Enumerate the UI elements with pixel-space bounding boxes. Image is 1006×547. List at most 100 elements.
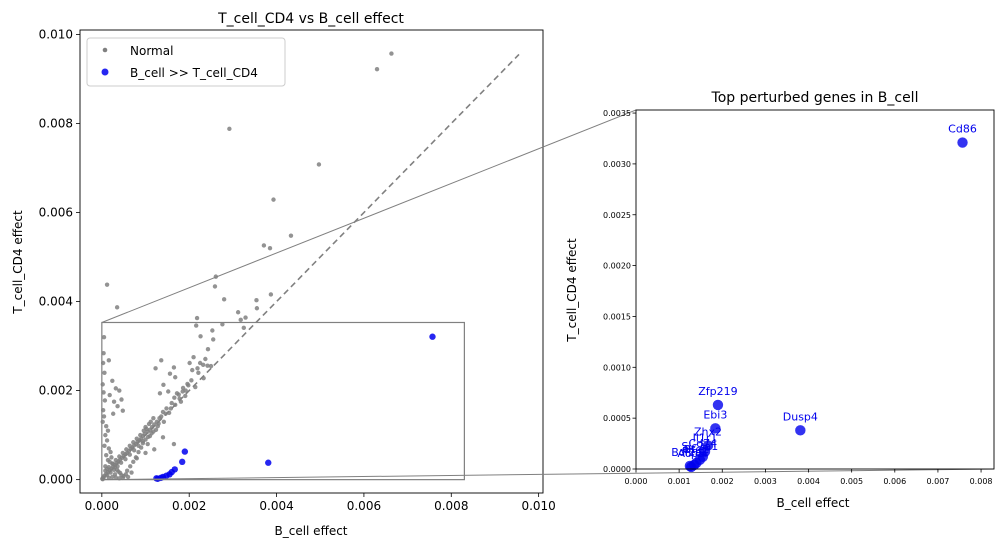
normal-point — [134, 436, 139, 441]
normal-point — [316, 162, 322, 167]
gene-point — [712, 399, 724, 411]
normal-point — [102, 398, 108, 403]
zoomed-y-tick-label: 0.0005 — [603, 414, 631, 423]
normal-point — [138, 445, 144, 450]
normal-point — [125, 474, 131, 480]
gene-label: Zfp219 — [698, 385, 737, 398]
main-y-tick-label: 0.006 — [39, 206, 73, 220]
normal-point — [104, 424, 109, 429]
normal-point — [117, 454, 122, 459]
normal-point — [212, 284, 218, 289]
normal-point — [208, 363, 214, 369]
normal-point — [145, 441, 150, 447]
zoomed-x-tick-label: 0.004 — [797, 477, 820, 486]
normal-point — [114, 305, 120, 310]
normal-point — [123, 456, 128, 462]
legend-box — [86, 37, 286, 87]
gene-label: Slc2a1 — [681, 440, 718, 453]
gene-point — [957, 137, 968, 148]
normal-point — [120, 408, 126, 413]
zoomed-y-axis-ticks: 0.0000 0.0005 0.0010 0.0015 0.0020 0.0025 0.00… — [603, 109, 636, 474]
normal-point — [111, 399, 117, 404]
normal-point — [105, 428, 111, 433]
zoomed-y-tick-label: 0.0000 — [603, 465, 631, 474]
gene-label: Il1r1 — [693, 432, 718, 445]
normal-point — [235, 310, 241, 315]
normal-point — [210, 328, 215, 333]
main-x-tick-label: 0.006 — [347, 499, 381, 513]
normal-point — [171, 441, 177, 447]
legend-label-normal: Normal — [130, 44, 173, 58]
normal-point — [101, 351, 106, 356]
normal-point — [167, 371, 173, 376]
zoomed-y-tick-label: 0.0015 — [603, 312, 631, 321]
normal-point — [127, 443, 132, 449]
zoomed-x-tick-label: 0.007 — [926, 477, 949, 486]
normal-point — [106, 475, 112, 481]
normal-point — [153, 366, 158, 371]
zoomed-scatter-chart: Cd86 Zfp219 Dusp4 Ebi3 Zhx2Il1r1Cd74Slc2a1Bt… — [565, 90, 995, 510]
normal-point — [131, 448, 137, 453]
main-y-tick-label: 0.002 — [39, 384, 73, 398]
zoomed-x-tick-label: 0.006 — [883, 477, 906, 486]
normal-point — [161, 382, 166, 388]
normal-point — [136, 449, 141, 455]
normal-point — [187, 360, 192, 366]
zoomed-x-tick-label: 0.008 — [970, 477, 993, 486]
normal-point — [140, 440, 146, 446]
normal-point — [129, 470, 134, 475]
gene-point — [710, 423, 721, 434]
normal-point — [198, 334, 203, 339]
normal-point — [156, 421, 161, 426]
normal-point — [108, 449, 113, 455]
normal-point — [104, 466, 110, 472]
zoomed-chart-title: Top perturbed genes in B_cell — [711, 90, 919, 106]
main-x-tick-label: 0.008 — [434, 499, 468, 513]
normal-point — [211, 337, 216, 342]
normal-point — [131, 440, 136, 445]
normal-point — [101, 334, 107, 340]
gene-label: Cd74 — [689, 437, 718, 450]
highlight-point — [179, 458, 186, 466]
normal-point — [143, 450, 148, 456]
main-x-axis-label: B_cell effect — [274, 524, 347, 538]
main-y-axis-ticks: 0.000 0.002 0.004 0.006 0.008 0.010 — [39, 27, 80, 487]
normal-point — [102, 370, 107, 375]
main-x-tick-label: 0.004 — [259, 499, 293, 513]
normal-point — [166, 389, 171, 394]
main-y-tick-label: 0.000 — [39, 473, 73, 487]
zoomed-x-tick-label: 0.003 — [754, 477, 777, 486]
gene-label: Bcl2a1 — [671, 446, 708, 459]
gene-label: Btg2 — [683, 443, 709, 456]
normal-point — [127, 452, 132, 457]
normal-point — [110, 474, 115, 480]
normal-point — [159, 414, 164, 419]
normal-point — [148, 419, 153, 424]
main-y-axis-label: T_cell_CD4 effect — [11, 210, 25, 315]
gene-label: Dusp4 — [783, 410, 818, 423]
zoom-connector-bottom — [101, 468, 995, 481]
normal-point — [110, 461, 115, 466]
normal-point — [169, 400, 174, 406]
normal-point — [144, 426, 149, 432]
normal-point — [243, 315, 248, 320]
normal-point — [100, 382, 105, 387]
legend-marker-normal — [102, 47, 108, 53]
zoomed-x-axis-label: B_cell effect — [776, 496, 849, 510]
main-x-tick-label: 0.002 — [172, 499, 206, 513]
zoomed-y-tick-label: 0.0035 — [603, 109, 631, 118]
normal-point — [374, 66, 380, 72]
main-x-axis-ticks: 0.000 0.002 0.004 0.006 0.008 0.010 — [85, 493, 556, 513]
normal-point — [203, 356, 208, 362]
normal-point — [195, 366, 200, 371]
main-x-tick-label: 0.000 — [85, 499, 119, 513]
normal-point — [220, 322, 225, 327]
gene-point — [795, 425, 806, 436]
normal-point — [268, 292, 274, 297]
normal-point — [104, 282, 110, 287]
normal-point — [131, 459, 136, 465]
zoomed-x-tick-label: 0.001 — [668, 477, 691, 486]
normal-point — [134, 456, 139, 461]
normal-point — [238, 317, 243, 323]
